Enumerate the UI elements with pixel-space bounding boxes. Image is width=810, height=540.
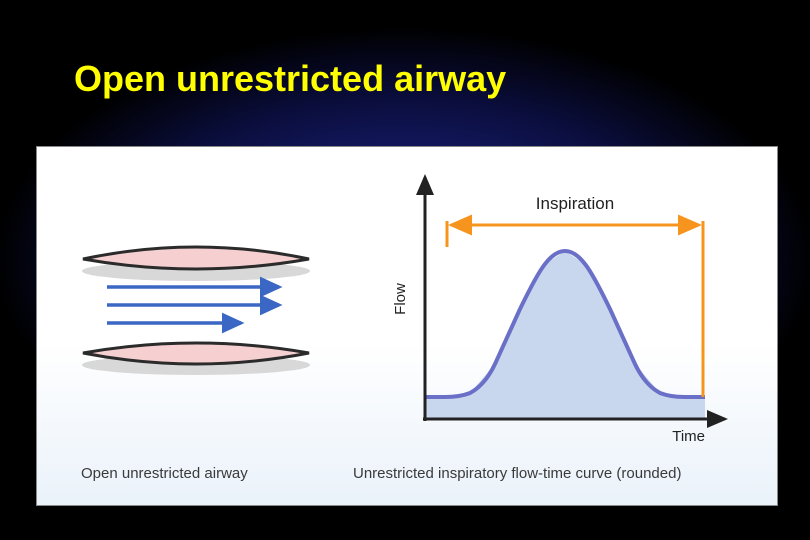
chart-svg: Flow Time Inspiration	[365, 159, 745, 449]
y-axis-label: Flow	[392, 283, 409, 315]
airway-caption: Open unrestricted airway	[81, 465, 248, 482]
airway-svg	[71, 225, 321, 385]
x-axis-label: Time	[672, 428, 705, 445]
chart-caption: Unrestricted inspiratory flow-time curve…	[353, 465, 681, 482]
inspiration-label: Inspiration	[536, 194, 614, 213]
airway-diagram	[71, 225, 321, 385]
flow-time-chart: Flow Time Inspiration	[365, 159, 745, 449]
content-panel: Flow Time Inspiration Open unrestricted …	[36, 146, 778, 506]
slide-title: Open unrestricted airway	[74, 58, 506, 100]
